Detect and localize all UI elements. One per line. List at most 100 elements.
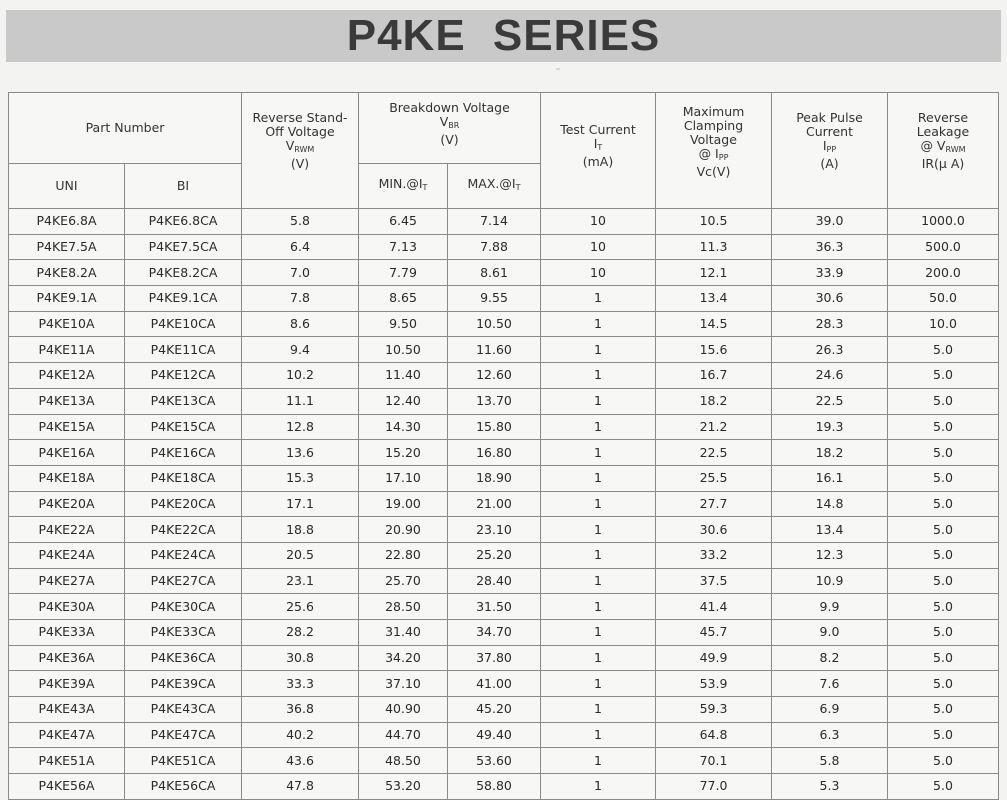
table-row: P4KE10A P4KE10CA 8.6 9.50 10.50 1 14.5 28.3 10.0 bbox=[8, 310, 999, 338]
cell-reverse-leakage: 1000.0 bbox=[887, 208, 999, 235]
cell-uni-part: P4KE36A bbox=[8, 644, 125, 672]
table-row: P4KE6.8A P4KE6.8CA 5.8 6.45 7.14 10 10.5 39.0 10… bbox=[8, 208, 999, 235]
cell-test-current: 1 bbox=[540, 516, 656, 543]
cell-test-current: 10 bbox=[540, 259, 656, 287]
title-bar: P4KE SERIES bbox=[6, 10, 1001, 62]
cell-standoff-voltage: 33.3 bbox=[241, 670, 359, 698]
cell-standoff-voltage: 12.8 bbox=[241, 413, 359, 441]
cell-bi-part: P4KE15CA bbox=[124, 413, 242, 441]
cell-peak-pulse-current: 9.0 bbox=[771, 619, 888, 646]
cell-uni-part: P4KE7.5A bbox=[8, 233, 125, 261]
cell-bi-part: P4KE6.8CA bbox=[124, 208, 242, 235]
cell-reverse-leakage: 5.0 bbox=[887, 464, 999, 492]
cell-clamping-voltage: 30.6 bbox=[655, 516, 772, 543]
cell-peak-pulse-current: 16.1 bbox=[771, 464, 888, 492]
cell-reverse-leakage: 5.0 bbox=[887, 670, 999, 698]
cell-reverse-leakage: 5.0 bbox=[887, 516, 999, 543]
cell-breakdown-min: 25.70 bbox=[358, 567, 448, 595]
cell-standoff-voltage: 47.8 bbox=[241, 773, 359, 800]
cell-bi-part: P4KE8.2CA bbox=[124, 259, 242, 287]
cell-test-current: 1 bbox=[540, 567, 656, 595]
cell-breakdown-max: 18.90 bbox=[447, 464, 541, 492]
cell-reverse-leakage: 5.0 bbox=[887, 747, 999, 775]
cell-clamping-voltage: 16.7 bbox=[655, 362, 772, 389]
cell-bi-part: P4KE22CA bbox=[124, 516, 242, 543]
cell-uni-part: P4KE10A bbox=[8, 310, 125, 338]
cell-test-current: 10 bbox=[540, 208, 656, 235]
cell-breakdown-min: 19.00 bbox=[358, 490, 448, 518]
cell-peak-pulse-current: 8.2 bbox=[771, 644, 888, 672]
cell-reverse-leakage: 5.0 bbox=[887, 490, 999, 518]
cell-breakdown-min: 15.20 bbox=[358, 439, 448, 466]
cell-clamping-voltage: 37.5 bbox=[655, 567, 772, 595]
cell-bi-part: P4KE56CA bbox=[124, 773, 242, 800]
cell-clamping-voltage: 10.5 bbox=[655, 208, 772, 235]
cell-reverse-leakage: 5.0 bbox=[887, 696, 999, 723]
cell-standoff-voltage: 5.8 bbox=[241, 208, 359, 235]
table-row: P4KE47A P4KE47CA 40.2 44.70 49.40 1 64.8 6.3 5.0 bbox=[8, 721, 999, 749]
table-row: P4KE56A P4KE56CA 47.8 53.20 58.80 1 77.0 5.3 5.0 bbox=[8, 773, 999, 800]
cell-uni-part: P4KE16A bbox=[8, 439, 125, 466]
cell-clamping-voltage: 45.7 bbox=[655, 619, 772, 646]
header-row-2: UNI BI MIN.@IT MAX.@IT bbox=[8, 163, 999, 209]
cell-test-current: 1 bbox=[540, 644, 656, 672]
cell-bi-part: P4KE12CA bbox=[124, 362, 242, 389]
cell-test-current: 1 bbox=[540, 670, 656, 698]
cell-test-current: 1 bbox=[540, 619, 656, 646]
cell-standoff-voltage: 23.1 bbox=[241, 567, 359, 595]
cell-test-current: 1 bbox=[540, 439, 656, 466]
cell-breakdown-min: 12.40 bbox=[358, 387, 448, 415]
cell-bi-part: P4KE51CA bbox=[124, 747, 242, 775]
cell-peak-pulse-current: 22.5 bbox=[771, 387, 888, 415]
cell-peak-pulse-current: 9.9 bbox=[771, 593, 888, 620]
cell-uni-part: P4KE30A bbox=[8, 593, 125, 620]
cell-clamping-voltage: 15.6 bbox=[655, 336, 772, 364]
cell-standoff-voltage: 7.0 bbox=[241, 259, 359, 287]
cell-standoff-voltage: 10.2 bbox=[241, 362, 359, 389]
cell-bi-part: P4KE27CA bbox=[124, 567, 242, 595]
cell-reverse-leakage: 10.0 bbox=[887, 310, 999, 338]
cell-uni-part: P4KE18A bbox=[8, 464, 125, 492]
table-body: P4KE6.8A P4KE6.8CA 5.8 6.45 7.14 10 10.5 39.0 10… bbox=[8, 208, 999, 800]
cell-uni-part: P4KE15A bbox=[8, 413, 125, 441]
cell-breakdown-min: 8.65 bbox=[358, 285, 448, 312]
cell-test-current: 1 bbox=[540, 464, 656, 492]
cell-peak-pulse-current: 10.9 bbox=[771, 567, 888, 595]
table-row: P4KE11A P4KE11CA 9.4 10.50 11.60 1 15.6 26.3 5.0 bbox=[8, 336, 999, 364]
cell-reverse-leakage: 5.0 bbox=[887, 439, 999, 466]
cell-clamping-voltage: 59.3 bbox=[655, 696, 772, 723]
cell-uni-part: P4KE51A bbox=[8, 747, 125, 775]
table-row: P4KE9.1A P4KE9.1CA 7.8 8.65 9.55 1 13.4 30.6 50.… bbox=[8, 285, 999, 312]
cell-standoff-voltage: 40.2 bbox=[241, 721, 359, 749]
table-row: P4KE13A P4KE13CA 11.1 12.40 13.70 1 18.2 22.5 5.… bbox=[8, 387, 999, 415]
cell-test-current: 1 bbox=[540, 413, 656, 441]
cell-clamping-voltage: 70.1 bbox=[655, 747, 772, 775]
cell-breakdown-min: 10.50 bbox=[358, 336, 448, 364]
cell-peak-pulse-current: 30.6 bbox=[771, 285, 888, 312]
table-row: P4KE18A P4KE18CA 15.3 17.10 18.90 1 25.5 16.1 5.… bbox=[8, 464, 999, 492]
cell-test-current: 1 bbox=[540, 541, 656, 569]
cell-standoff-voltage: 43.6 bbox=[241, 747, 359, 775]
cell-breakdown-max: 7.88 bbox=[447, 233, 541, 261]
cell-bi-part: P4KE47CA bbox=[124, 721, 242, 749]
cell-breakdown-min: 20.90 bbox=[358, 516, 448, 543]
cell-breakdown-min: 37.10 bbox=[358, 670, 448, 698]
cell-peak-pulse-current: 13.4 bbox=[771, 516, 888, 543]
cell-test-current: 1 bbox=[540, 696, 656, 723]
table-row: P4KE7.5A P4KE7.5CA 6.4 7.13 7.88 10 11.3 36.3 50… bbox=[8, 233, 999, 261]
cell-breakdown-min: 6.45 bbox=[358, 208, 448, 235]
cell-standoff-voltage: 36.8 bbox=[241, 696, 359, 723]
cell-bi-part: P4KE11CA bbox=[124, 336, 242, 364]
table-row: P4KE43A P4KE43CA 36.8 40.90 45.20 1 59.3 6.9 5.0 bbox=[8, 696, 999, 723]
cell-bi-part: P4KE33CA bbox=[124, 619, 242, 646]
cell-peak-pulse-current: 14.8 bbox=[771, 490, 888, 518]
cell-uni-part: P4KE9.1A bbox=[8, 285, 125, 312]
cell-uni-part: P4KE22A bbox=[8, 516, 125, 543]
cell-breakdown-min: 9.50 bbox=[358, 310, 448, 338]
cell-bi-part: P4KE39CA bbox=[124, 670, 242, 698]
cell-standoff-voltage: 8.6 bbox=[241, 310, 359, 338]
table-row: P4KE12A P4KE12CA 10.2 11.40 12.60 1 16.7 24.6 5.… bbox=[8, 362, 999, 389]
cell-peak-pulse-current: 18.2 bbox=[771, 439, 888, 466]
decorative-dot bbox=[556, 68, 560, 70]
cell-breakdown-max: 34.70 bbox=[447, 619, 541, 646]
